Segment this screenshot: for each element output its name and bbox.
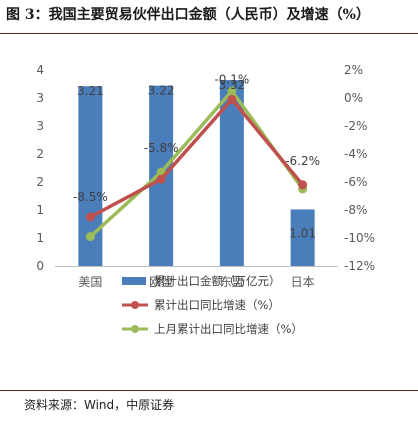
cumulative-growth-marker [298, 180, 308, 190]
bar-data-label: 3.32 [219, 78, 246, 92]
y-left-tick-label: 1 [36, 231, 44, 245]
bar-export-amount [290, 209, 315, 266]
growth-data-label: -0.1% [214, 72, 249, 86]
legend-label: 累计出口同比增速（%） [154, 298, 280, 312]
legend-swatch-marker [131, 301, 139, 309]
y-right-tick-label: -8% [344, 203, 367, 217]
prev-month-growth-marker [227, 86, 237, 96]
y-right-tick-label: -10% [344, 231, 375, 245]
bar-data-label: 3.22 [148, 84, 175, 98]
x-category-label: 欧盟 [149, 275, 173, 289]
chart-canvas: 0 1 1 2 2 3 3 4 2% 0% -2% -4% -6% -8% -10% -12% 美国 欧盟 东盟 日本… [36, 63, 375, 336]
x-category-label: 美国 [78, 275, 102, 289]
source-note: 资料来源：Wind，中原证券 [24, 398, 175, 412]
y-left-tick-label: 0 [36, 259, 44, 273]
y-right-tick-label: 0% [344, 91, 363, 105]
y-right-tick-label: -12% [344, 259, 375, 273]
figure-title: 图 3：我国主要贸易伙伴出口金额（人民币）及增速（%） [6, 7, 370, 23]
growth-data-label: -8.5% [73, 190, 108, 204]
footer-divider [0, 390, 418, 391]
y-right-tick-label: -2% [344, 119, 367, 133]
y-right-tick-label: -4% [344, 147, 367, 161]
cumulative-growth-marker [227, 94, 237, 104]
bar-data-label: 3.21 [77, 84, 104, 98]
prev-month-growth-line [89, 89, 305, 238]
cumulative-growth-marker [156, 174, 166, 184]
bar-data-label: 1.01 [289, 226, 316, 240]
legend-label: 累计出口金额（万亿元） [154, 274, 281, 288]
cumulative-growth-marker [85, 212, 95, 222]
legend-swatch-marker [131, 325, 139, 333]
legend-label: 上月累计出口同比增速（%） [154, 322, 303, 336]
y-left-tick-label: 4 [36, 63, 44, 77]
cumulative-growth-line [89, 97, 304, 219]
legend-swatch-bar [122, 277, 146, 285]
y-right-tick-label: 2% [344, 63, 363, 77]
x-category-label: 东盟 [220, 275, 244, 289]
growth-data-label: -5.8% [144, 141, 179, 155]
y-left-tick-label: 3 [36, 119, 44, 133]
y-left-tick-label: 1 [36, 203, 44, 217]
title-divider [0, 33, 418, 34]
x-category-label: 日本 [291, 275, 315, 289]
y-left-tick-label: 2 [36, 175, 44, 189]
y-right-tick-label: -6% [344, 175, 367, 189]
growth-data-label: -6.2% [285, 154, 320, 168]
prev-month-growth-marker [85, 232, 95, 242]
y-left-tick-label: 2 [36, 147, 44, 161]
y-left-tick-label: 3 [36, 91, 44, 105]
